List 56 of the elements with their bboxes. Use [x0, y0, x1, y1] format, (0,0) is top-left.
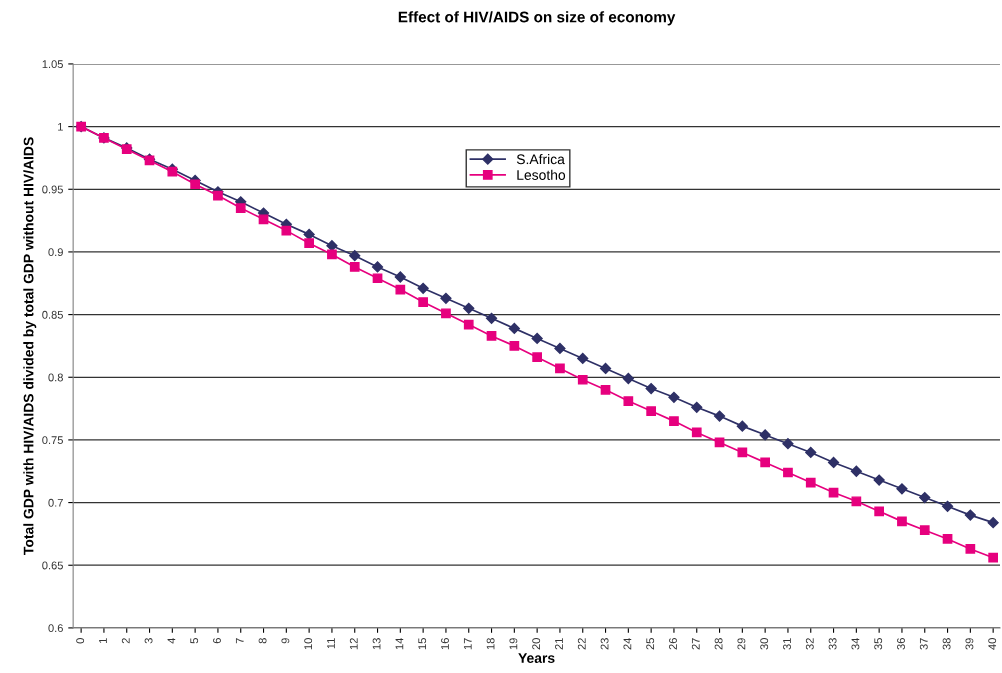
x-tick-label: 9 [281, 638, 290, 644]
x-tick-label: 10 [304, 638, 313, 650]
x-tick-label: 17 [463, 638, 472, 650]
y-axis-title: Total GDP with HIV/AIDS divided by total GDP without HIV/AIDS [23, 137, 37, 555]
x-tick-label: 39 [965, 638, 974, 650]
y-tick-label: 0.8 [48, 373, 63, 382]
x-tick-label: 37 [919, 638, 928, 650]
x-tick-label: 7 [235, 638, 244, 644]
x-tick-label: 6 [213, 638, 221, 644]
x-tick-label: 35 [874, 638, 883, 650]
x-tick-label: 4 [167, 637, 176, 644]
x-tick-label: 28 [714, 638, 723, 650]
x-tick-label: 2 [121, 638, 130, 644]
x-tick-label: 22 [577, 638, 586, 650]
chart-title: Effect of HIV/AIDS on size of economy [398, 11, 676, 26]
y-tick-label: 0.85 [42, 310, 63, 319]
x-tick-label: 31 [783, 638, 791, 650]
x-tick-label: 5 [190, 638, 199, 644]
legend-label: S.Africa [516, 154, 565, 165]
y-tick-label: 0.95 [42, 185, 63, 194]
y-tick-label: 0.7 [48, 498, 63, 507]
x-tick-label: 19 [509, 638, 518, 650]
x-tick-label: 23 [600, 638, 609, 650]
x-tick-label: 3 [144, 638, 153, 644]
x-tick-label: 24 [623, 637, 632, 650]
y-tick-label: 0.9 [48, 248, 63, 257]
x-tick-label: 16 [441, 638, 449, 650]
x-tick-label: 20 [532, 638, 541, 650]
x-tick-label: 34 [851, 637, 860, 650]
legend-label: Lesotho [517, 169, 566, 180]
x-tick-label: 38 [942, 638, 951, 650]
x-tick-label: 40 [988, 638, 997, 650]
y-tick-label: 0.65 [42, 561, 63, 570]
y-tick-label: 1.05 [42, 60, 63, 69]
x-tick-label: 27 [691, 638, 700, 650]
x-tick-label: 14 [395, 637, 404, 650]
y-tick-label: 0.6 [48, 624, 63, 633]
x-tick-label: 15 [418, 638, 427, 650]
x-tick-label: 26 [669, 638, 677, 650]
x-axis-title: Years [518, 653, 555, 663]
x-tick-label: 33 [828, 638, 837, 650]
x-tick-label: 13 [372, 638, 381, 650]
x-tick-label: 18 [486, 638, 495, 650]
x-tick-label: 25 [646, 638, 655, 650]
x-tick-label: 36 [897, 638, 905, 650]
y-tick-label: 0.75 [42, 436, 63, 445]
y-tick-label: 1 [58, 122, 63, 131]
x-tick-label: 8 [258, 638, 267, 644]
x-tick-label: 0 [76, 638, 85, 644]
x-tick-label: 30 [760, 638, 769, 650]
x-tick-label: 11 [327, 638, 335, 649]
x-tick-label: 32 [805, 638, 814, 650]
x-tick-label: 21 [555, 638, 563, 650]
x-tick-label: 1 [99, 638, 107, 643]
x-tick-label: 29 [737, 638, 746, 650]
x-tick-label: 12 [349, 638, 358, 650]
